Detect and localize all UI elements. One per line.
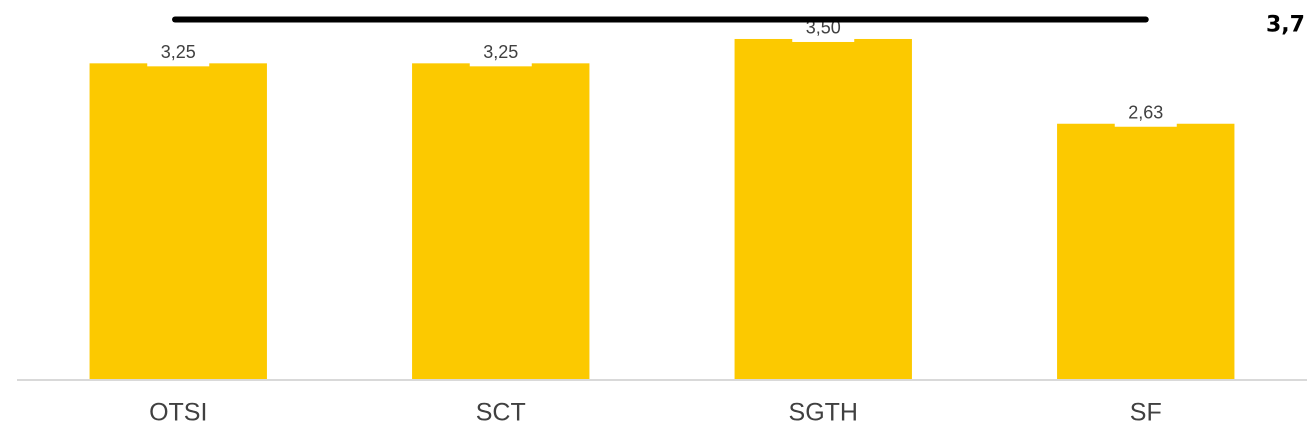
bar [734,38,912,380]
bar [412,63,590,380]
value-label-box [1114,100,1177,127]
x-tick-label: SCT [476,399,526,427]
value-label: 3,25 [483,42,518,62]
bar [89,63,267,380]
reference-label: 3,7 [1266,12,1305,37]
value-label: 2,63 [1128,102,1163,122]
value-label-box [469,40,532,67]
value-label: 3,25 [161,42,196,62]
bar [1057,123,1235,380]
x-tick-label: OTSI [149,399,207,427]
value-label-box [147,40,210,67]
value-label: 3,50 [806,18,841,38]
x-tick-label: SGTH [789,399,858,427]
x-tick-label: SF [1130,399,1162,427]
